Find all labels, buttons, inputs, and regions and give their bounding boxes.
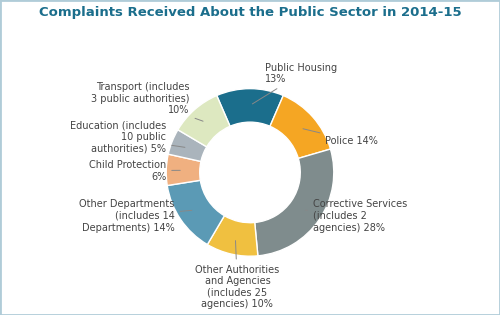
Wedge shape [270, 95, 330, 158]
Wedge shape [254, 149, 334, 256]
Text: Transport (includes
3 public authorities)
10%: Transport (includes 3 public authorities… [91, 82, 203, 121]
Text: Other Departments
(includes 14
Departments) 14%: Other Departments (includes 14 Departmen… [79, 199, 192, 232]
Text: Police 14%: Police 14% [303, 129, 378, 146]
Wedge shape [178, 95, 230, 147]
Title: Complaints Received About the Public Sector in 2014-15: Complaints Received About the Public Sec… [38, 5, 462, 19]
Text: Other Authorities
and Agencies
(includes 25
agencies) 10%: Other Authorities and Agencies (includes… [196, 241, 280, 309]
Wedge shape [216, 89, 284, 126]
Text: Education (includes
10 public
authorities) 5%: Education (includes 10 public authoritie… [70, 121, 185, 154]
Text: Corrective Services
(includes 2
agencies) 28%: Corrective Services (includes 2 agencies… [306, 199, 407, 232]
Wedge shape [167, 180, 224, 244]
Text: Public Housing
13%: Public Housing 13% [252, 63, 337, 104]
Text: Child Protection
6%: Child Protection 6% [89, 160, 180, 181]
Wedge shape [208, 216, 258, 256]
Wedge shape [166, 154, 201, 186]
Wedge shape [168, 130, 206, 162]
